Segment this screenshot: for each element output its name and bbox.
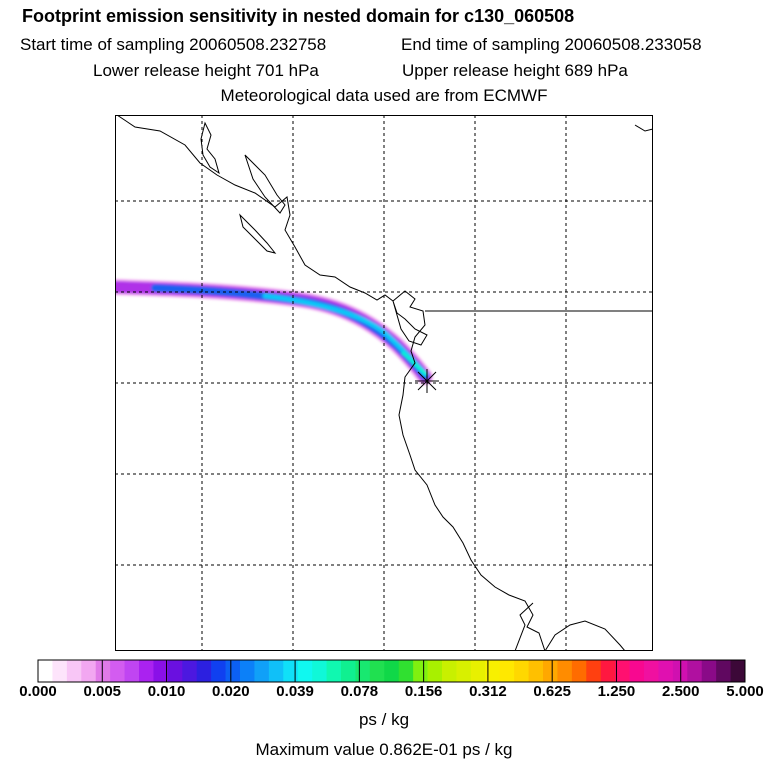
colorbar-tick-labels: 0.000 0.005 0.010 0.020 0.039 0.078 0.156 0.312…	[0, 683, 768, 707]
colorbar-swatch	[153, 660, 169, 682]
colorbar-swatch	[139, 660, 154, 682]
emission-plume	[115, 279, 433, 385]
lat-lon-grid	[115, 115, 653, 651]
colorbar-swatch	[398, 660, 414, 682]
colorbar-swatch	[456, 660, 472, 682]
met-data-label: Meteorological data used are from ECMWF	[220, 86, 548, 105]
colorbar-swatch	[442, 660, 457, 682]
colorbar-swatch	[730, 660, 746, 682]
colorbar-swatch	[52, 660, 68, 682]
coastlines	[116, 115, 653, 651]
colorbar-tick-label: 0.000	[19, 683, 57, 700]
colorbar-swatch	[470, 660, 486, 682]
max-value-label: Maximum value 0.862E-01 ps / kg	[255, 740, 513, 759]
map-border	[115, 115, 653, 651]
colorbar-swatch	[571, 660, 587, 682]
colorbar-swatch	[355, 660, 371, 682]
colorbar-swatch	[514, 660, 529, 682]
colorbar-tick-label: 0.312	[469, 683, 507, 700]
colorbar-swatch	[644, 660, 659, 682]
colorbar-swatch	[312, 660, 327, 682]
map-panel	[115, 115, 653, 651]
colorbar-swatch	[182, 660, 198, 682]
colorbar-swatch	[211, 660, 226, 682]
colorbar-tick-label: 0.005	[83, 683, 122, 700]
colorbar-swatch	[629, 660, 645, 682]
plume-core	[401, 351, 428, 376]
colorbar-swatch	[528, 660, 544, 682]
colorbar-swatch	[427, 660, 443, 682]
colorbar-swatch	[81, 660, 97, 682]
colorbar-swatch	[658, 660, 674, 682]
colorbar-swatch	[716, 660, 731, 682]
colorbar-swatch	[341, 660, 356, 682]
colorbar-tick-label: 2.500	[661, 683, 700, 700]
start-time-label: Start time of sampling 20060508.232758	[20, 35, 327, 54]
colorbar-swatch	[701, 660, 717, 682]
plot-title: Footprint emission sensitivity in nested…	[22, 6, 575, 26]
colorbar-swatch	[326, 660, 342, 682]
colorbar-swatch	[38, 660, 53, 682]
colorbar-swatch	[485, 660, 501, 682]
colorbar-swatch	[95, 660, 111, 682]
colorbar-swatch	[297, 660, 313, 682]
colorbar-tick-label: 5.000	[726, 683, 764, 700]
colorbar-swatch	[268, 660, 284, 682]
colorbar-tick-label: 1.250	[597, 683, 636, 700]
upper-release-label: Upper release height 689 hPa	[402, 61, 628, 80]
colorbar-swatch	[600, 660, 616, 682]
colorbar-tick-label: 0.078	[340, 683, 379, 700]
colorbar	[37, 659, 746, 683]
colorbar-swatch	[254, 660, 270, 682]
colorbar-tick-label: 0.156	[404, 683, 443, 700]
colorbar-swatch	[413, 660, 428, 682]
colorbar-swatch	[615, 660, 630, 682]
colorbar-tick-label: 0.625	[533, 683, 571, 700]
colorbar-swatch	[384, 660, 400, 682]
colorbar-swatch	[167, 660, 183, 682]
colorbar-swatch	[124, 660, 140, 682]
colorbar-swatch	[499, 660, 515, 682]
lower-release-label: Lower release height 701 hPa	[93, 61, 319, 80]
colorbar-swatch	[66, 660, 82, 682]
colorbar-swatch	[240, 660, 255, 682]
colorbar-unit-label: ps / kg	[358, 710, 410, 729]
colorbar-swatch	[369, 660, 385, 682]
colorbar-tick-label: 0.020	[212, 683, 250, 700]
colorbar-swatch	[283, 660, 299, 682]
colorbar-swatch	[543, 660, 558, 682]
asterisk-marker	[415, 369, 439, 393]
colorbar-swatch	[557, 660, 573, 682]
colorbar-swatch	[225, 660, 241, 682]
colorbar-swatch	[110, 660, 125, 682]
colorbar-swatch	[687, 660, 703, 682]
colorbar-tick-label: 0.039	[276, 683, 314, 700]
colorbar-swatch	[196, 660, 212, 682]
colorbar-tick-label: 0.010	[147, 683, 186, 700]
end-time-label: End time of sampling 20060508.233058	[401, 35, 702, 54]
colorbar-swatch	[586, 660, 602, 682]
